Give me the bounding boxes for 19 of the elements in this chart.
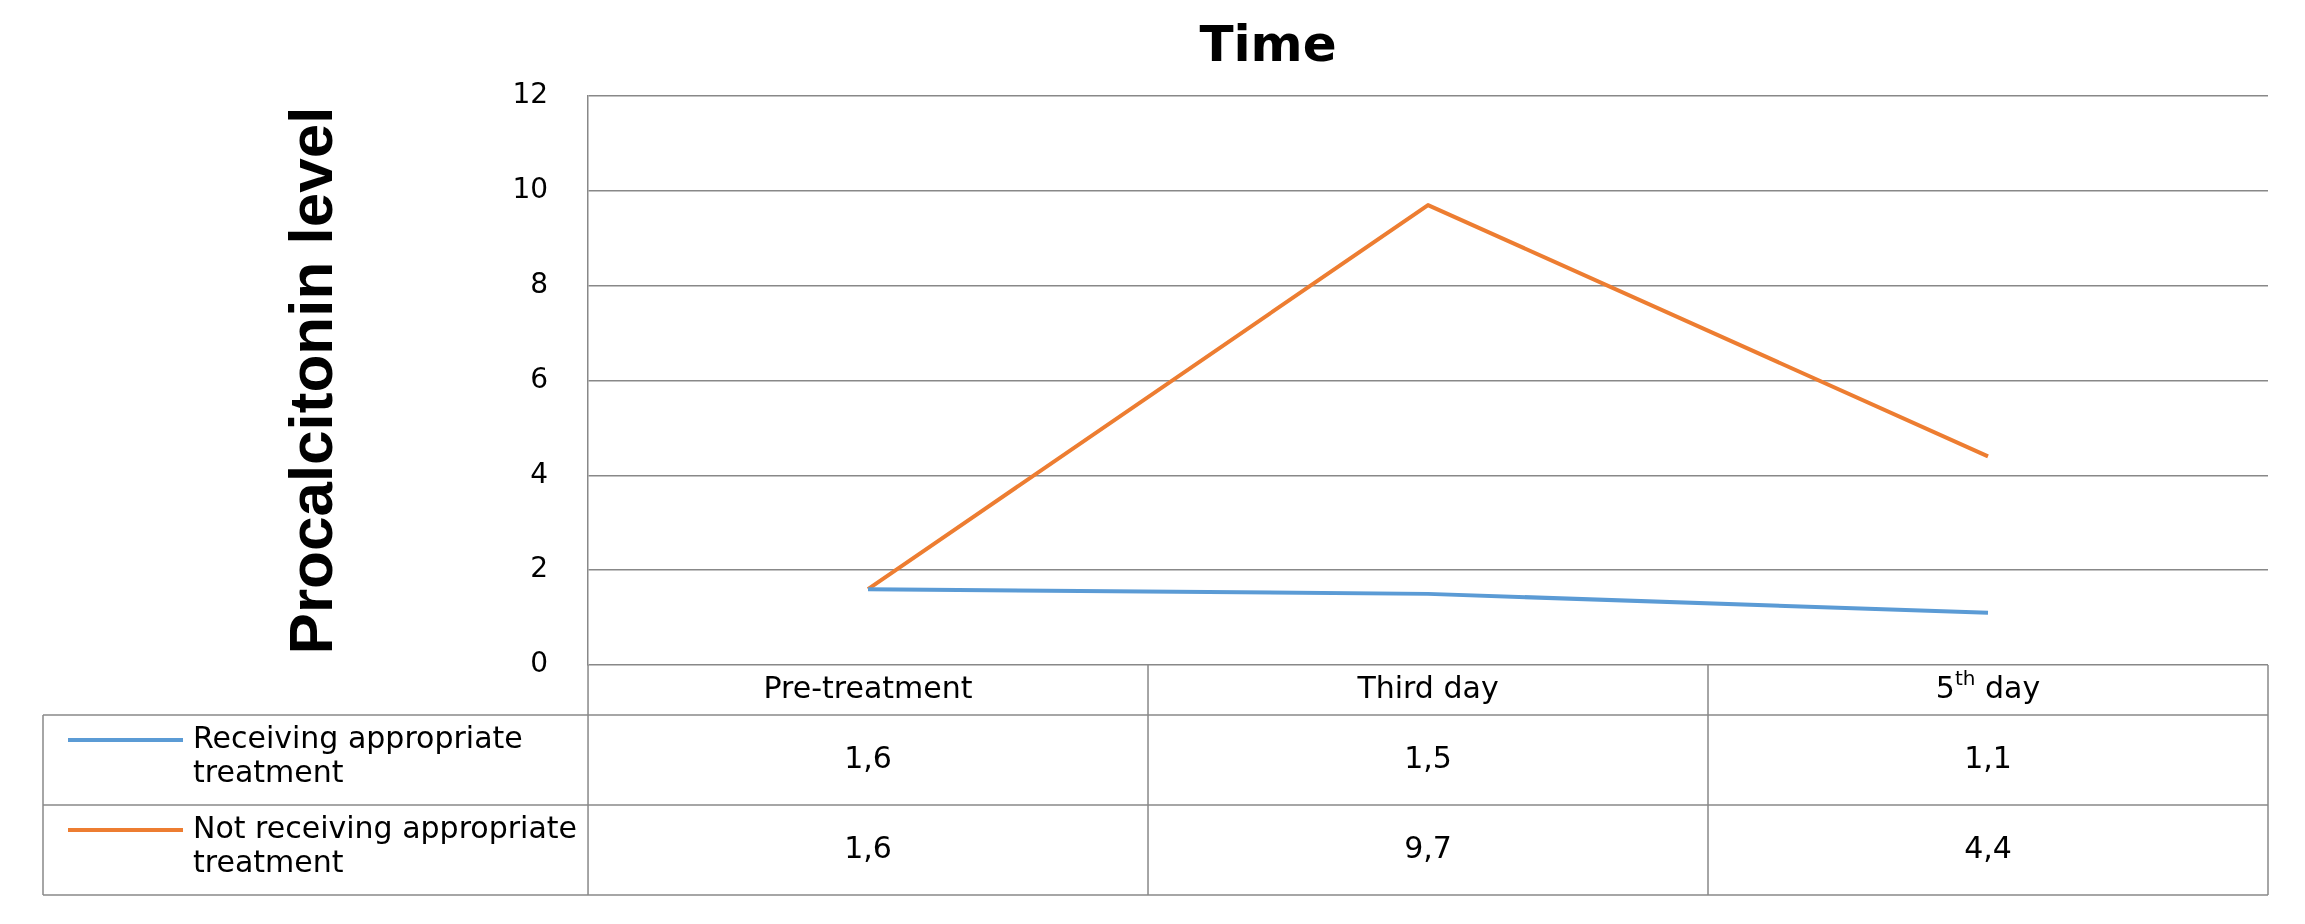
y-tick-label: 4 [530,456,549,490]
data-label: 1,6 [844,829,892,865]
y-axis-title: Procalcitonin level [276,106,346,655]
y-tick-label: 6 [530,361,549,395]
y-tick-label: 0 [530,646,549,680]
chart-title: Time [1199,14,1337,73]
y-tick-label: 2 [530,551,549,585]
y-tick-label: 12 [512,77,549,111]
data-label: 1,1 [1964,739,2012,775]
data-label: 4,4 [1964,829,2012,865]
x-tick-label: Third day [1356,669,1499,705]
y-tick-label: 8 [530,266,549,300]
data-label: 1,5 [1404,739,1452,775]
legend-label: Not receiving appropriate treatment [193,809,578,879]
legend-label: Receiving appropriate treatment [193,719,523,789]
y-tick-label: 10 [512,172,549,206]
x-tick-label: Pre-treatment [763,669,973,705]
data-label: 1,6 [844,739,892,775]
data-label: 9,7 [1404,829,1452,865]
